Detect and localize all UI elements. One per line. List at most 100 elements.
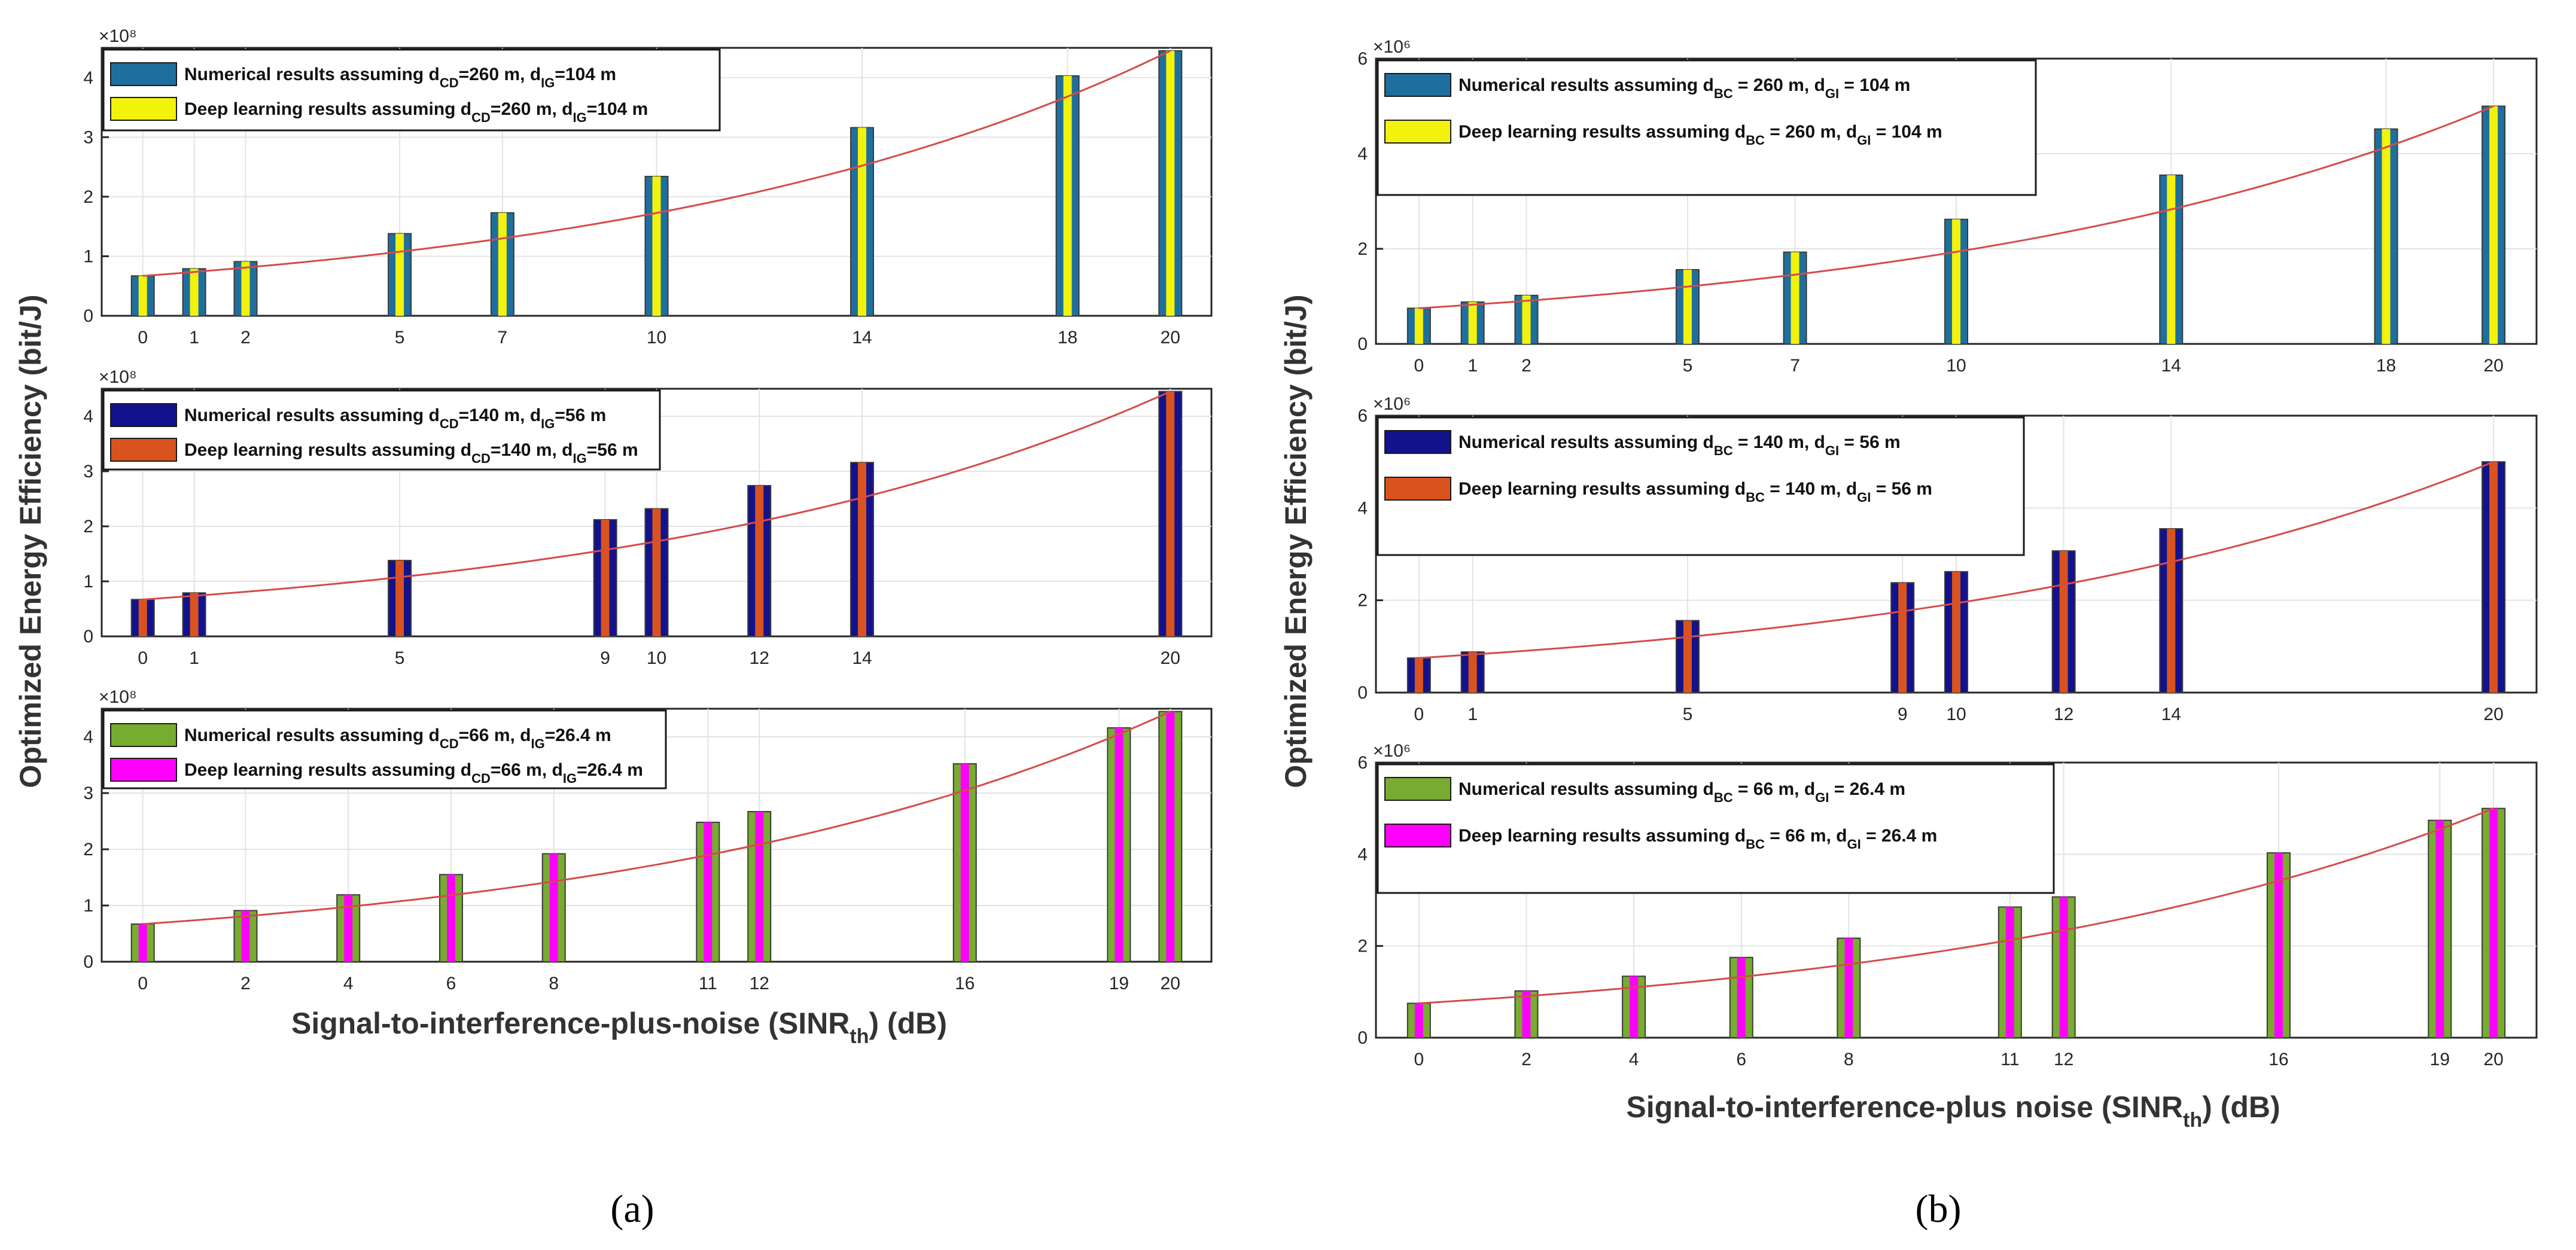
x-tick-label: 14: [852, 328, 872, 347]
trend-line: [1418, 105, 2494, 309]
bar-deep-learning: [755, 485, 764, 636]
legend-text-prefix: Deep learning results assuming d: [1458, 122, 1746, 142]
x-tick-label: 2: [1521, 1050, 1531, 1069]
xlabel-b-main: Signal-to-interference-plus noise (SINR: [1626, 1090, 2183, 1124]
xlabel-a-main: Signal-to-interference-plus-noise (SINR: [291, 1007, 849, 1040]
legend-entry: Deep learning results assuming dCD=140 m…: [184, 440, 638, 466]
x-tick-label: 0: [138, 328, 148, 347]
bar-deep-learning: [344, 895, 353, 962]
x-tick-label: 7: [498, 328, 508, 347]
legend-swatch: [1384, 73, 1451, 97]
legend-text-prefix: Numerical results assuming d: [1458, 75, 1714, 95]
x-tick-label: 18: [1058, 328, 1077, 347]
legend: Numerical results assuming dCD=140 m, dI…: [102, 389, 661, 471]
x-tick-label: 10: [647, 328, 666, 347]
bar-deep-learning: [960, 764, 969, 962]
x-tick-label: 11: [699, 974, 717, 993]
legend-entry: Deep learning results assuming dCD=66 m,…: [184, 760, 643, 786]
y-tick-label: 6: [1357, 406, 1368, 426]
x-tick-label: 11: [2000, 1050, 2019, 1069]
legend-text-s2: IG: [573, 451, 587, 466]
bar-deep-learning: [395, 233, 404, 316]
y-tick-label: 1: [83, 896, 93, 916]
legend-text-s2: IG: [541, 416, 555, 431]
x-tick-label: 12: [2054, 1050, 2073, 1069]
x-tick-label: 2: [240, 328, 251, 347]
bar-deep-learning: [1630, 976, 1639, 1038]
bar-deep-learning: [652, 176, 661, 316]
legend-text-s2: IG: [541, 75, 555, 90]
xlabel-b: Signal-to-interference-plus noise (SINRt…: [1626, 1090, 2280, 1132]
bar-deep-learning: [190, 269, 199, 316]
legend-text-m1: = 260 m, d: [1733, 75, 1825, 95]
legend-text-prefix: Deep learning results assuming d: [1458, 479, 1746, 499]
x-tick-label: 14: [2161, 356, 2181, 376]
legend-text-m2: = 56 m: [1871, 479, 1932, 499]
bar-deep-learning: [1952, 571, 1960, 693]
legend-text-prefix: Deep learning results assuming d: [1458, 826, 1746, 846]
x-tick-label: 14: [2161, 705, 2181, 724]
y-tick-label: 2: [83, 840, 93, 859]
legend-text-prefix: Deep learning results assuming d: [184, 760, 471, 780]
bar-deep-learning: [1522, 295, 1531, 344]
legend-text-s2: GI: [1847, 837, 1861, 852]
trend-line: [1418, 461, 2494, 659]
bar-deep-learning: [2435, 820, 2444, 1038]
legend-text-m1: = 140 m, d: [1733, 432, 1825, 452]
x-tick-label: 1: [1467, 705, 1478, 724]
bar-deep-learning: [241, 261, 250, 316]
x-tick-label: 9: [600, 648, 610, 668]
bar-deep-learning: [2489, 106, 2498, 344]
legend-entry: Numerical results assuming dCD=260 m, dI…: [184, 65, 616, 90]
y-tick-label: 2: [1357, 937, 1368, 956]
legend-swatch: [1384, 824, 1451, 847]
x-tick-label: 4: [1629, 1050, 1639, 1069]
legend-box: [102, 48, 721, 132]
legend-text-s2: IG: [563, 771, 577, 786]
legend-entry: Numerical results assuming dBC = 66 m, d…: [1458, 779, 1905, 805]
y-tick-label: 2: [1357, 591, 1368, 611]
y-exponent-label: ×10⁸: [99, 26, 137, 46]
x-tick-label: 16: [955, 974, 975, 993]
legend-text-m1: =140 m, d: [459, 406, 541, 425]
legend-box: [1377, 763, 2055, 894]
x-tick-label: 8: [1844, 1050, 1854, 1069]
legend-text-m2: = 26.4 m: [1861, 826, 1938, 846]
legend-swatch: [1384, 430, 1451, 454]
legend-entry: Deep learning results assuming dBC = 260…: [1458, 122, 1942, 148]
legend-text-prefix: Numerical results assuming d: [184, 65, 440, 84]
x-tick-label: 0: [1414, 1050, 1424, 1069]
legend-swatch: [110, 438, 177, 462]
x-tick-label: 12: [2054, 705, 2073, 724]
legend-text-m2: =26.4 m: [577, 760, 643, 780]
legend-text-m1: = 140 m, d: [1765, 479, 1857, 499]
y-tick-label: 0: [1357, 1028, 1368, 1048]
legend-text-m2: =56 m: [587, 440, 638, 460]
x-tick-label: 5: [395, 328, 405, 347]
legend-text-s2: IG: [531, 736, 545, 751]
bar-deep-learning: [1166, 50, 1175, 316]
bar-deep-learning: [2005, 907, 2014, 1038]
y-tick-label: 2: [83, 517, 93, 536]
legend-text-m1: =260 m, d: [491, 99, 573, 119]
legend-swatch: [1384, 777, 1451, 801]
legend-text-s2: IG: [573, 110, 587, 125]
legend-box: [1377, 416, 2025, 556]
legend-swatch: [1384, 120, 1451, 144]
legend-text-m1: = 260 m, d: [1765, 122, 1857, 142]
legend-swatch: [110, 62, 177, 86]
bar-deep-learning: [138, 599, 147, 636]
x-tick-label: 10: [647, 648, 666, 668]
legend-entry: Deep learning results assuming dBC = 140…: [1458, 479, 1932, 505]
x-tick-label: 12: [750, 648, 769, 668]
xlabel-a-sub: th: [849, 1025, 869, 1048]
bar-deep-learning: [2489, 462, 2498, 693]
x-tick-label: 10: [1946, 356, 1966, 376]
legend-swatch: [110, 403, 177, 427]
y-exponent-label: ×10⁶: [1373, 741, 1411, 761]
chart-b-2: 0 2 4 6×10⁶ 0 1 5 9 10 12 14 20 Numerical results as…: [1357, 394, 2538, 724]
x-tick-label: 0: [138, 974, 148, 993]
